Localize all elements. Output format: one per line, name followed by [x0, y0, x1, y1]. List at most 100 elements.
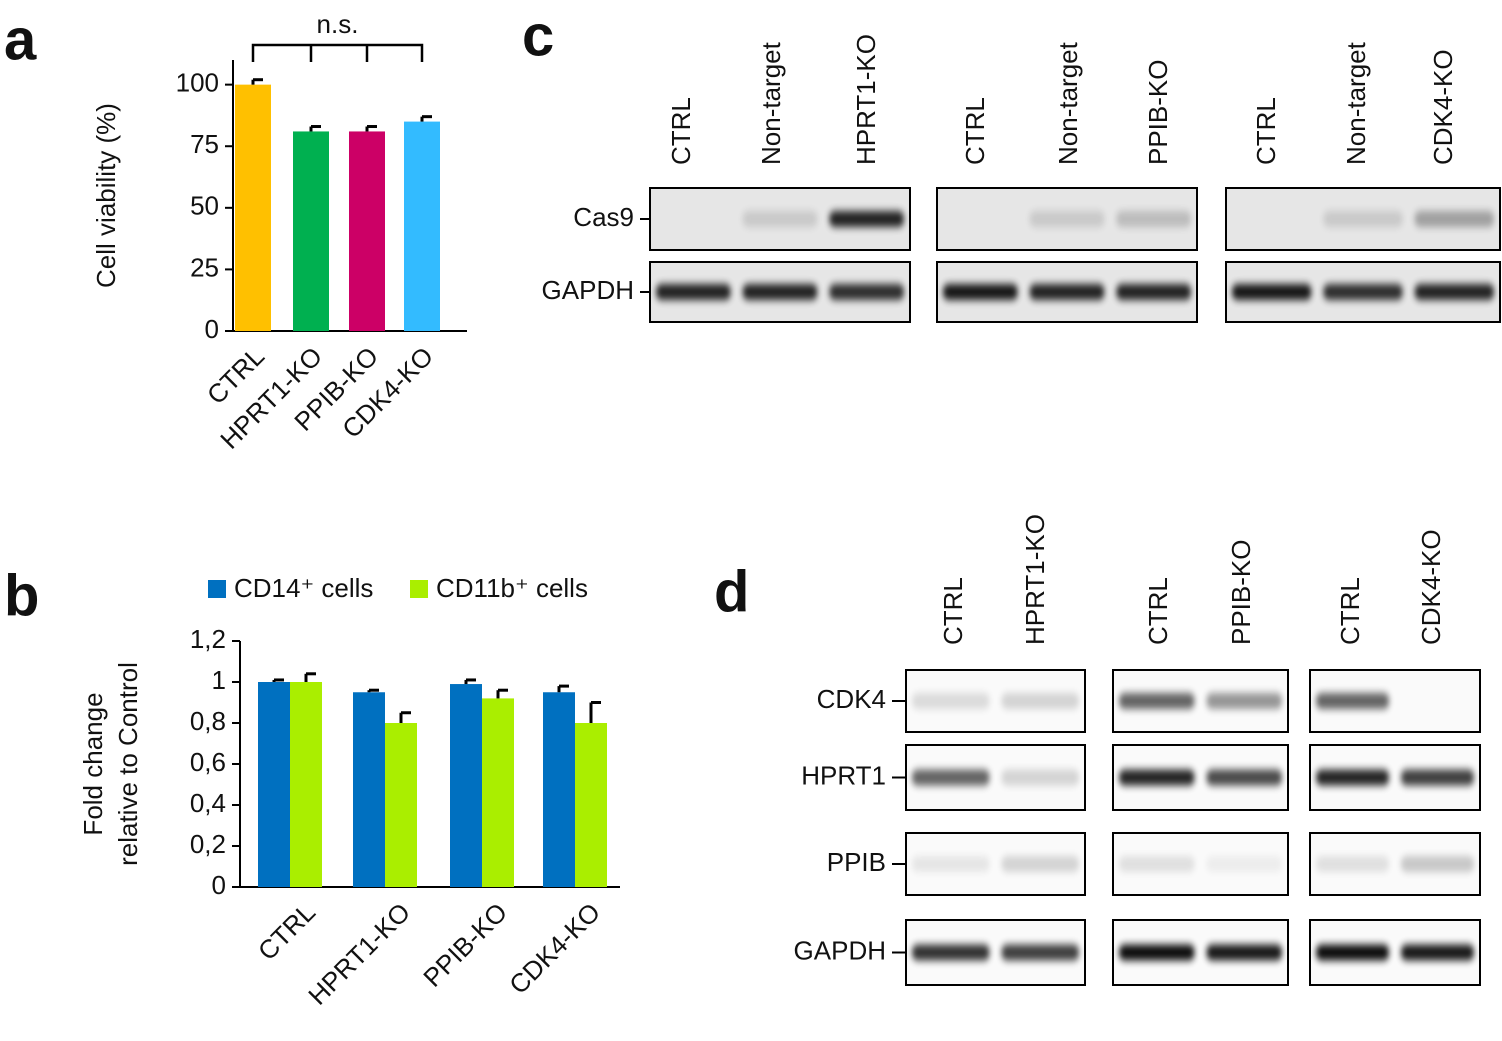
band: [1316, 856, 1389, 872]
y-axis-label: relative to Control: [113, 662, 143, 866]
lane-label: Non-target: [1053, 41, 1083, 165]
band: [1001, 693, 1079, 709]
lane-label: CDK4-KO: [1428, 49, 1458, 165]
x-tick-label: CDK4-KO: [503, 897, 606, 1000]
row-label: PPIB: [827, 847, 886, 877]
lane-label: CTRL: [1251, 97, 1281, 165]
bar: [385, 723, 417, 887]
band: [1029, 284, 1105, 300]
y-tick-label: 0: [212, 870, 226, 900]
error-bar: [399, 711, 411, 723]
band: [742, 284, 818, 300]
error-bar: [589, 701, 601, 723]
x-tick-label: HPRT1-KO: [302, 897, 416, 1011]
y-tick-label: 0,2: [190, 829, 226, 859]
error-bar: [496, 688, 508, 699]
y-axis-label: Cell viability (%): [91, 103, 121, 288]
band: [1316, 944, 1389, 961]
row-label: GAPDH: [794, 935, 886, 965]
bar: [293, 131, 329, 331]
lane-label: CTRL: [666, 97, 696, 165]
error-bar: [367, 688, 379, 693]
lane-label: CTRL: [938, 577, 968, 645]
y-tick-label: 1,2: [190, 624, 226, 654]
error-bar: [304, 672, 316, 682]
bar: [450, 684, 482, 887]
band: [1206, 944, 1282, 961]
panel-letter: b: [4, 563, 39, 628]
band: [912, 693, 990, 709]
band: [912, 944, 990, 961]
band: [1206, 769, 1282, 786]
y-axis-label: Fold change: [78, 692, 108, 835]
y-tick-label: 0: [205, 314, 219, 344]
lane-label: PPIB-KO: [1143, 60, 1173, 165]
error-bar: [557, 684, 569, 693]
band: [1414, 284, 1494, 300]
band: [1316, 769, 1389, 786]
y-tick-label: 0,8: [190, 706, 226, 736]
band: [1116, 211, 1191, 227]
panel-letter: d: [714, 559, 749, 624]
row-label: HPRT1: [801, 760, 886, 790]
band: [1119, 693, 1195, 709]
row-label: GAPDH: [542, 275, 634, 305]
lane-label: CTRL: [960, 97, 990, 165]
bar: [543, 692, 575, 887]
bar: [235, 84, 271, 332]
error-bar: [251, 78, 263, 85]
band: [943, 284, 1018, 300]
error-bar: [464, 678, 476, 685]
band: [742, 211, 818, 227]
x-tick-label: PPIB-KO: [417, 897, 513, 993]
legend-label: CD14⁺ cells: [234, 573, 373, 603]
y-tick-label: 100: [176, 68, 219, 98]
bar: [290, 682, 322, 887]
lane-label: CTRL: [1335, 577, 1365, 645]
lane-label: Non-target: [1341, 41, 1371, 165]
y-tick-label: 75: [190, 129, 219, 159]
error-bar: [420, 115, 432, 122]
y-tick-label: 1: [212, 665, 226, 695]
band: [1232, 284, 1312, 300]
band: [1119, 856, 1195, 872]
bar: [349, 131, 385, 331]
band: [1116, 284, 1191, 300]
band: [1414, 211, 1494, 227]
panel-letter: c: [522, 3, 554, 68]
band: [1001, 856, 1079, 872]
lane-label: PPIB-KO: [1226, 540, 1256, 645]
band: [1401, 856, 1474, 872]
lane-label: Non-target: [756, 41, 786, 165]
band: [829, 284, 904, 300]
band: [1206, 856, 1282, 872]
band: [912, 856, 990, 872]
lane-label: HPRT1-KO: [1020, 514, 1050, 645]
panel-letter: a: [4, 7, 37, 72]
band: [1001, 944, 1079, 961]
band: [1323, 284, 1403, 300]
bracket: [251, 43, 424, 62]
bar: [353, 692, 385, 887]
y-tick-label: 0,4: [190, 788, 226, 818]
row-label: CDK4: [817, 684, 886, 714]
band: [656, 284, 731, 300]
lane-label: CDK4-KO: [1416, 529, 1446, 645]
band: [1119, 769, 1195, 786]
row-label: Cas9: [573, 202, 634, 232]
band: [1119, 944, 1195, 961]
legend-label: CD11b⁺ cells: [436, 573, 588, 603]
band: [1206, 693, 1282, 709]
band: [1029, 211, 1105, 227]
lane-label: CTRL: [1143, 577, 1173, 645]
legend-swatch: [410, 580, 428, 598]
x-tick-label: CTRL: [252, 897, 321, 966]
y-tick-label: 0,6: [190, 747, 226, 777]
bar: [258, 682, 290, 887]
y-tick-label: 50: [190, 191, 219, 221]
error-bar: [365, 125, 377, 132]
lane-label: HPRT1-KO: [851, 34, 881, 165]
bar: [404, 121, 440, 331]
band: [1316, 693, 1389, 709]
error-bar: [272, 678, 284, 682]
